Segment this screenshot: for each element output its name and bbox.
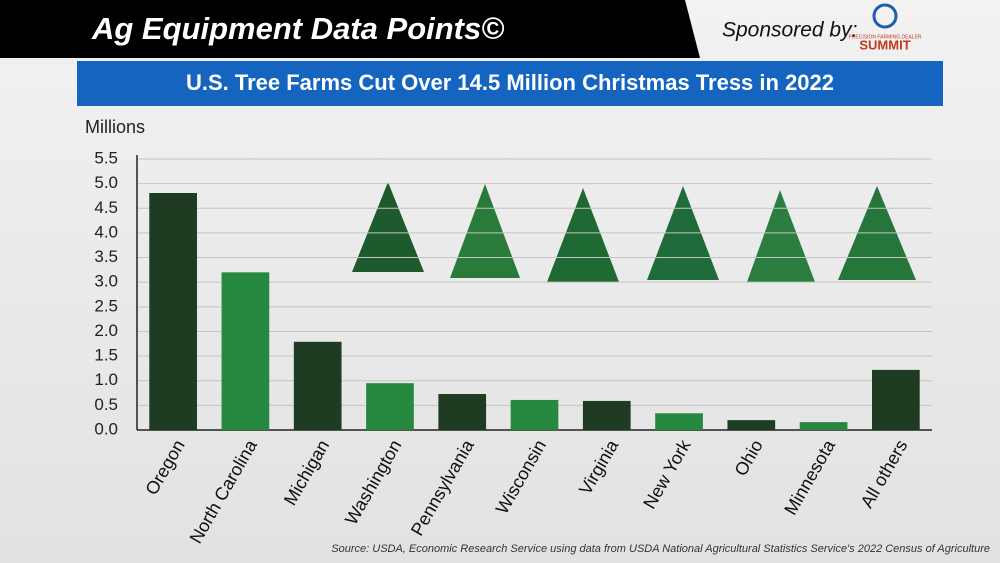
sponsor-label: Sponsored by:	[722, 19, 857, 42]
y-tick-label: 5.5	[94, 148, 118, 167]
y-tick-label: 1.0	[94, 370, 118, 389]
y-tick-label: 5.0	[94, 173, 118, 192]
header-banner	[0, 0, 700, 58]
bar	[293, 341, 342, 430]
summit-logo: PRECISION FARMING DEALER SUMMIT	[848, 3, 922, 52]
tree	[547, 188, 619, 282]
y-axis-label: Millions	[85, 117, 145, 137]
bar	[366, 383, 414, 430]
bar	[727, 420, 776, 430]
logo-name: SUMMIT	[859, 37, 910, 52]
bar	[149, 192, 197, 430]
y-tick-label: 2.0	[94, 321, 118, 340]
source-note: Source: USDA, Economic Research Service …	[331, 543, 990, 555]
y-tick-label: 0.5	[94, 395, 118, 414]
y-tick-label: 1.5	[94, 346, 118, 365]
bar	[655, 413, 703, 430]
bar	[799, 422, 848, 430]
y-tick-label: 3.0	[94, 272, 118, 291]
bar	[438, 394, 487, 430]
chart-title: U.S. Tree Farms Cut Over 14.5 Million Ch…	[186, 70, 834, 95]
tree	[352, 182, 424, 272]
y-tick-label: 4.5	[94, 198, 118, 217]
logo-icon	[872, 3, 898, 29]
bar	[872, 369, 920, 430]
y-tick-label: 3.5	[94, 247, 118, 266]
y-tick-label: 2.5	[94, 296, 118, 315]
bar	[221, 272, 270, 430]
y-tick-label: 4.0	[94, 222, 118, 241]
bar	[582, 400, 631, 430]
tree	[450, 184, 520, 278]
title-banner	[77, 61, 943, 106]
logo-tagline: PRECISION FARMING DEALER	[848, 34, 921, 40]
y-tick-label: 0.0	[94, 419, 118, 438]
bar	[510, 399, 559, 430]
tree	[747, 190, 815, 282]
header-title: Ag Equipment Data Points©	[91, 11, 504, 46]
